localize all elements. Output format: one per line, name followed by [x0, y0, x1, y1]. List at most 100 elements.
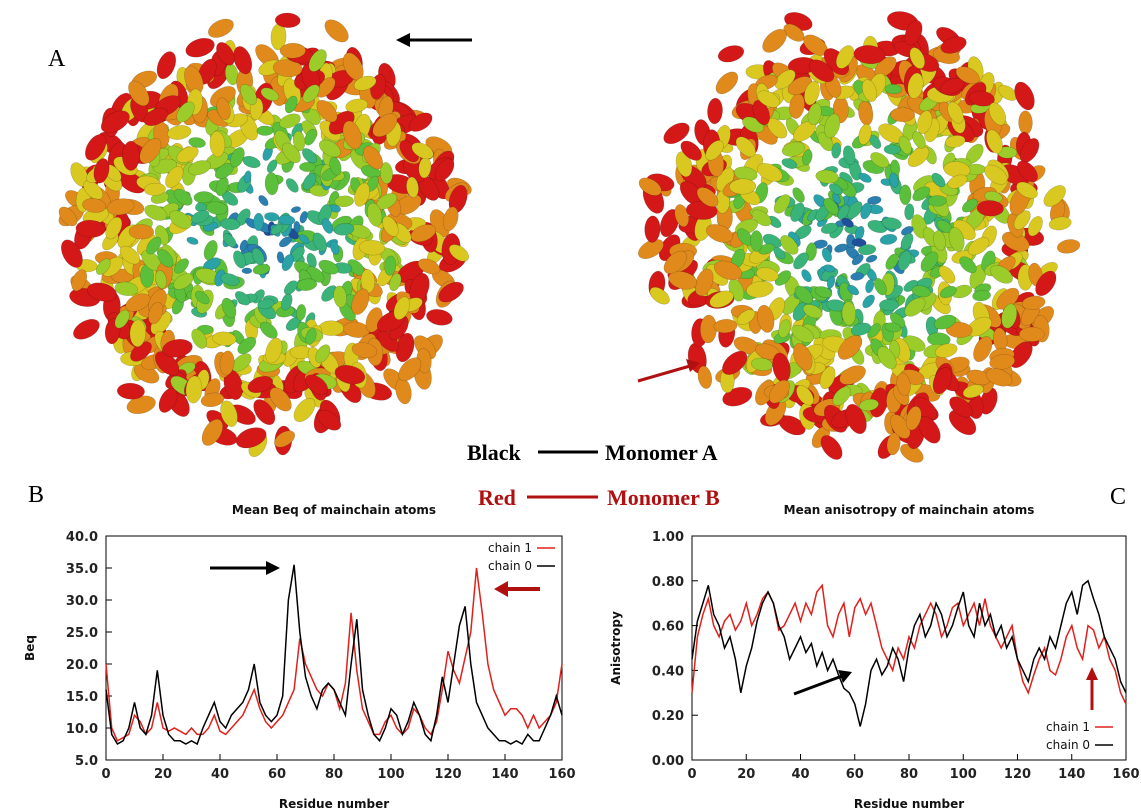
atom-ellipsoid [638, 238, 664, 260]
atom-ellipsoid [758, 243, 775, 255]
atom-ellipsoid [696, 187, 719, 208]
atom-ellipsoid [904, 203, 915, 221]
atom-ellipsoid [707, 97, 723, 125]
atom-ellipsoid [961, 198, 978, 213]
atom-ellipsoid [188, 137, 206, 148]
atom-ellipsoid [717, 45, 745, 63]
atom-ellipsoid [324, 19, 349, 43]
atom-ellipsoid [802, 304, 823, 319]
atom-ellipsoid [243, 170, 252, 184]
atom-ellipsoid [778, 319, 791, 339]
atom-ellipsoid [962, 384, 984, 399]
x-tick-label: 40 [791, 767, 809, 782]
atom-ellipsoid [783, 23, 805, 42]
y-tick-label: 0.40 [652, 664, 684, 679]
atom-ellipsoid [318, 259, 339, 275]
chart-title: Mean anisotropy of mainchain atoms [784, 503, 1035, 517]
atom-ellipsoid [398, 357, 422, 382]
arrow-head [494, 581, 508, 597]
x-tick-label: 160 [548, 767, 575, 782]
x-tick-label: 0 [687, 767, 696, 782]
atom-ellipsoid [305, 328, 317, 345]
atom-ellipsoid [333, 285, 347, 308]
atom-ellipsoid [128, 80, 150, 107]
atom-ellipsoid [329, 156, 342, 176]
atom-ellipsoid [649, 286, 670, 305]
atom-ellipsoid [805, 242, 817, 261]
atom-ellipsoid [122, 140, 140, 171]
x-tick-label: 60 [268, 767, 286, 782]
atom-ellipsoid [411, 142, 434, 160]
atom-ellipsoid [208, 18, 234, 38]
atom-ellipsoid [845, 403, 867, 435]
atom-ellipsoid [713, 260, 743, 281]
atom-ellipsoid [253, 212, 264, 231]
atom-ellipsoid [1001, 303, 1018, 329]
atom-ellipsoid [858, 123, 872, 145]
atom-ellipsoid [675, 151, 693, 178]
atom-ellipsoid [351, 288, 370, 315]
atom-ellipsoid [1043, 185, 1066, 207]
atom-ellipsoid [234, 291, 251, 306]
y-tick-label: 35.0 [66, 562, 98, 577]
atom-ellipsoid [382, 215, 399, 237]
atom-ellipsoid [283, 280, 298, 295]
atom-ellipsoid [837, 204, 850, 220]
atom-ellipsoid [312, 232, 328, 252]
atom-ellipsoid [939, 285, 957, 299]
atom-ellipsoid [426, 309, 453, 326]
arrow-head [838, 670, 852, 683]
atom-ellipsoid [986, 129, 1003, 154]
atom-ellipsoid [366, 202, 383, 227]
atom-ellipsoid [858, 398, 879, 412]
atom-ellipsoid [188, 160, 211, 176]
atom-ellipsoid [762, 28, 787, 53]
x-tick-label: 140 [1058, 767, 1085, 782]
atom-ellipsoid [768, 379, 790, 404]
atom-ellipsoid [406, 176, 419, 198]
atom-ellipsoid [276, 251, 285, 264]
atom-ellipsoid [330, 240, 340, 255]
key-text: Monomer A [605, 440, 718, 465]
atom-ellipsoid [304, 128, 317, 146]
atom-ellipsoid [904, 297, 926, 317]
legend-label: chain 1 [1046, 720, 1090, 734]
atom-ellipsoid [285, 178, 299, 193]
atom-ellipsoid [1013, 210, 1031, 230]
atom-ellipsoid [659, 209, 680, 238]
data-line [691, 579, 1127, 727]
x-tick-label: 140 [491, 767, 518, 782]
atom-ellipsoid [222, 233, 237, 248]
y-tick-label: 10.0 [66, 722, 98, 737]
atom-ellipsoid [265, 337, 283, 364]
atom-ellipsoid [858, 244, 877, 256]
atom-ellipsoid [106, 198, 135, 216]
x-tick-label: 20 [154, 767, 172, 782]
atom-ellipsoid [125, 293, 151, 312]
y-tick-label: 0.80 [652, 575, 684, 590]
atom-ellipsoid [815, 169, 839, 184]
atom-ellipsoid [185, 375, 203, 404]
atom-ellipsoid [735, 136, 756, 158]
x-tick-label: 40 [211, 767, 229, 782]
atom-ellipsoid [278, 214, 296, 226]
atom-ellipsoid [216, 42, 235, 66]
atom-ellipsoid [774, 69, 796, 90]
atom-ellipsoid [93, 158, 110, 184]
atom-ellipsoid [216, 97, 231, 121]
atom-ellipsoid [824, 113, 841, 139]
atom-ellipsoid [967, 237, 990, 256]
atom-ellipsoid [333, 223, 355, 236]
atom-ellipsoid [781, 141, 806, 157]
atom-ellipsoid [918, 416, 941, 444]
atom-ellipsoid [258, 195, 269, 207]
atom-ellipsoid [220, 273, 240, 286]
atom-ellipsoid [61, 239, 83, 268]
atom-ellipsoid [820, 435, 843, 460]
atom-ellipsoid [114, 309, 130, 329]
atom-ellipsoid [290, 206, 301, 213]
atom-ellipsoid [932, 366, 952, 395]
atom-ellipsoid [260, 87, 279, 102]
atom-ellipsoid [200, 392, 225, 408]
atom-ellipsoid [757, 90, 780, 108]
